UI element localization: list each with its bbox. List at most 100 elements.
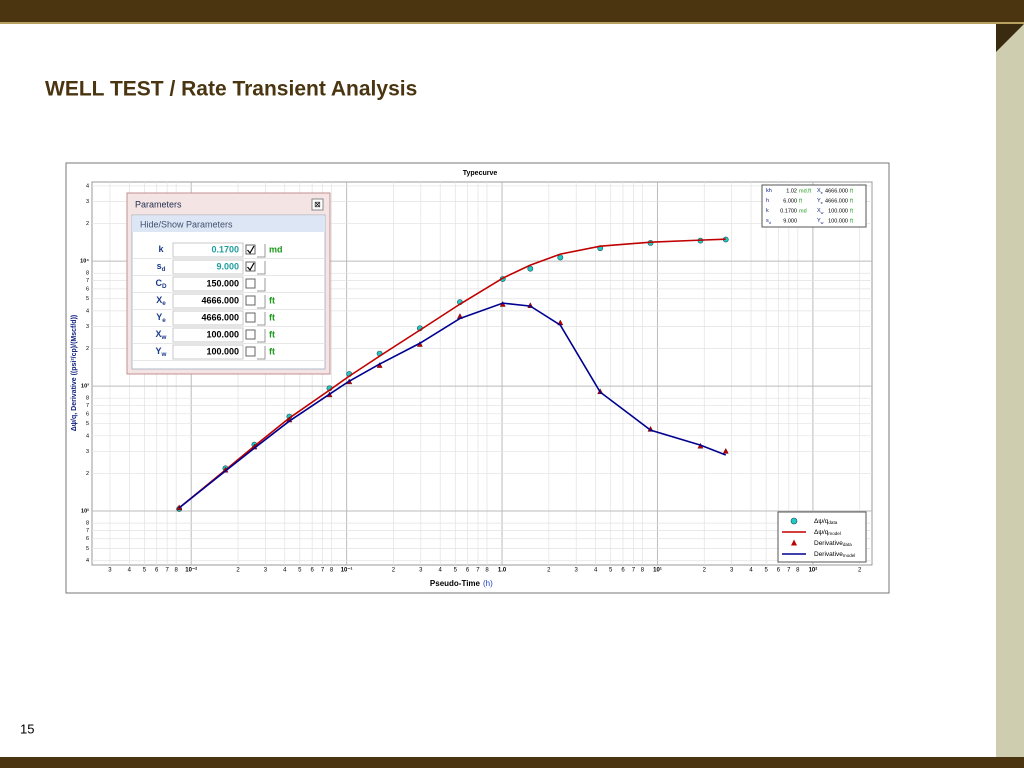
y-tick-label: 4 xyxy=(86,308,89,314)
param-input[interactable] xyxy=(172,293,244,309)
param-label: CD xyxy=(155,278,167,289)
y-tick-label: 4 xyxy=(86,558,89,564)
param-label-main: X xyxy=(156,329,162,339)
x-tick-label: 5 xyxy=(609,568,613,574)
y-tick-label: 2 xyxy=(86,221,89,227)
x-tick-label: 6 xyxy=(621,568,625,574)
x-tick-label: 7 xyxy=(321,568,325,574)
side-panel xyxy=(996,24,1024,757)
x-tick-label: 4 xyxy=(749,568,753,574)
x-tick-label: 4 xyxy=(283,568,287,574)
y-tick-label: 3 xyxy=(86,449,89,455)
param-label-main: s xyxy=(157,261,162,271)
summary-label-main: Y xyxy=(817,198,821,204)
close-button[interactable] xyxy=(311,198,324,211)
summary-label-main: k xyxy=(766,208,769,214)
param-label: Ye xyxy=(156,312,166,323)
param-spin xyxy=(257,329,266,343)
x-tick-label: 5 xyxy=(764,568,768,574)
param-unit: ft xyxy=(269,312,275,322)
legend-label: Δψ/qdata xyxy=(814,518,838,525)
x-tick-label: 8 xyxy=(330,568,334,574)
legend-swatch xyxy=(791,539,797,546)
y-tick-label: 10³ xyxy=(81,383,89,390)
checkmark xyxy=(247,262,255,272)
param-input[interactable] xyxy=(172,310,244,326)
param-spin xyxy=(257,346,266,360)
summary-unit: md.ft xyxy=(799,188,812,194)
summary-label: k xyxy=(766,208,769,214)
param-checkbox[interactable] xyxy=(245,261,256,272)
x-tick-label: 2 xyxy=(392,568,396,574)
summary-label: Xw xyxy=(817,208,824,215)
summary-frame xyxy=(761,184,867,228)
summary-value: 0.1700 xyxy=(780,208,797,214)
param-input[interactable] xyxy=(172,344,244,360)
y-tick-label: 7 xyxy=(86,403,89,409)
param-input[interactable] xyxy=(172,327,244,343)
param-spin xyxy=(257,295,266,309)
param-checkbox[interactable] xyxy=(245,295,256,306)
param-value: 4666.000 xyxy=(201,312,239,322)
summary-label-main: kh xyxy=(766,188,772,194)
x-tick-label: 8 xyxy=(641,568,645,574)
y-tick-label: 4 xyxy=(86,183,89,189)
x-tick-label: 7 xyxy=(632,568,636,574)
param-value: 150.000 xyxy=(206,278,239,288)
legend-label-main: Δψ/q xyxy=(814,518,829,525)
param-checkbox[interactable] xyxy=(245,329,256,340)
y-tick-label: 5 xyxy=(86,421,89,427)
legend-label-main: Derivative xyxy=(814,551,843,558)
x-tick-label: 8 xyxy=(796,568,800,574)
param-unit: md xyxy=(269,244,283,254)
summary-label-sub: w xyxy=(821,221,824,225)
top-bar xyxy=(0,0,1024,22)
param-label-main: k xyxy=(158,244,164,254)
summary-label: h xyxy=(766,198,769,204)
summary-value: 4666.000 xyxy=(825,188,848,194)
y-tick-label: 3 xyxy=(86,199,89,205)
legend: Δψ/qdataΔψ/qmodelDerivativedataDerivativ… xyxy=(777,511,867,563)
param-checkbox[interactable] xyxy=(245,346,256,357)
x-axis-unit: (h) xyxy=(483,579,493,588)
x-tick-label: 3 xyxy=(264,568,268,574)
param-value: 100.000 xyxy=(206,346,239,356)
panel-header[interactable]: Hide/Show Parameters xyxy=(140,219,233,229)
param-spin xyxy=(257,261,266,275)
x-tick-label: 2 xyxy=(858,568,862,574)
param-input[interactable] xyxy=(172,259,244,275)
x-tick-label: 6 xyxy=(777,568,781,574)
summary-label-sub: d xyxy=(769,221,771,225)
summary-label-sub: e xyxy=(821,201,823,205)
param-label: sd xyxy=(157,261,166,272)
x-tick-label: 6 xyxy=(466,568,470,574)
param-label-sub: e xyxy=(162,317,166,324)
legend-label-sub: data xyxy=(828,520,837,525)
close-icon[interactable]: ⊠ xyxy=(314,200,321,209)
x-tick-label: 7 xyxy=(165,568,169,574)
param-label-sub: d xyxy=(162,266,166,273)
param-label-sub: w xyxy=(161,351,167,358)
x-tick-label: 3 xyxy=(108,568,112,574)
x-tick-label: 10¹ xyxy=(653,567,662,574)
param-checkbox[interactable] xyxy=(245,312,256,323)
summary-label-main: s xyxy=(766,218,769,224)
y-tick-label: 7 xyxy=(86,528,89,534)
param-checkbox[interactable] xyxy=(245,278,256,289)
y-tick-label: 8 xyxy=(86,521,89,527)
y-tick-label: 6 xyxy=(86,536,89,542)
y-axis-label: Δψ/q, Derivative ((psi²/cp)/(Mscf/d)) xyxy=(71,315,78,431)
param-input[interactable] xyxy=(172,242,244,258)
y-tick-label: 8 xyxy=(86,396,89,402)
param-label: Xe xyxy=(156,295,166,306)
summary-label: Xe xyxy=(817,188,823,195)
param-input[interactable] xyxy=(172,276,244,292)
x-tick-label: 3 xyxy=(419,568,423,574)
param-label: Xw xyxy=(156,329,167,340)
x-tick-label: 3 xyxy=(730,568,734,574)
param-checkbox[interactable] xyxy=(245,244,256,255)
summary-label-sub: e xyxy=(821,191,823,195)
summary-unit: ft xyxy=(850,198,854,204)
x-tick-label: 10⁻² xyxy=(185,567,197,574)
y-tick-label: 6 xyxy=(86,411,89,417)
